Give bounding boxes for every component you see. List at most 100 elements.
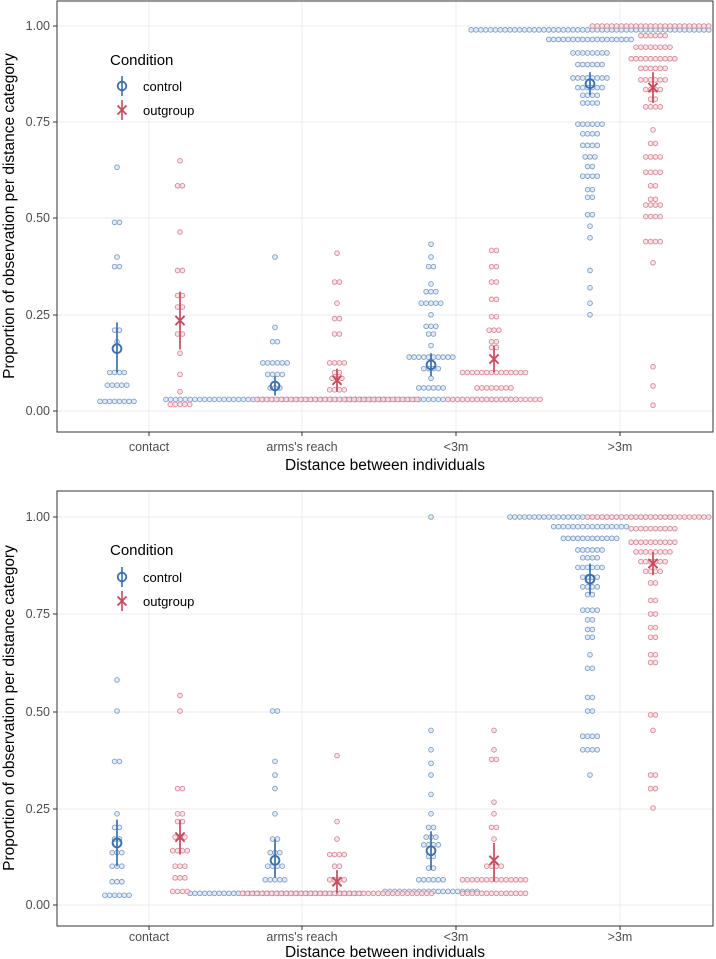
control-data-dot bbox=[589, 554, 596, 561]
summary-layer bbox=[111, 551, 659, 894]
control-data-dot bbox=[411, 354, 417, 360]
control-data-dot bbox=[111, 398, 118, 405]
control-data-dot bbox=[584, 211, 591, 218]
outgroup-data-dot bbox=[672, 525, 678, 532]
control-data-dot bbox=[579, 574, 586, 580]
outgroup-data-dot bbox=[356, 890, 362, 897]
outgroup-data-dot bbox=[647, 514, 654, 520]
control-data-dot bbox=[587, 772, 593, 778]
y-tick-label: 0.50 bbox=[26, 211, 50, 225]
x-ticks: contact arms's reach <3m >3m bbox=[129, 926, 632, 944]
control-data-dot bbox=[570, 36, 576, 43]
outgroup-data-dot bbox=[650, 127, 656, 133]
control-mean-marker-contact bbox=[111, 837, 123, 849]
control-data-dot bbox=[584, 142, 591, 149]
outgroup-data-dot bbox=[174, 267, 181, 274]
outgroup-data-dot bbox=[537, 396, 543, 403]
outgroup-data-dot bbox=[667, 44, 673, 50]
control-data-dot bbox=[216, 396, 223, 403]
control-data-dot bbox=[521, 514, 528, 520]
control-data-dot bbox=[565, 27, 571, 33]
control-data-dot bbox=[272, 254, 278, 260]
outgroup-data-dot bbox=[263, 396, 270, 403]
outgroup-data-dot bbox=[647, 772, 654, 778]
legend-label-control: control bbox=[143, 570, 182, 585]
control-data-dot bbox=[430, 263, 437, 270]
outgroup-mean-marker-lt3m bbox=[488, 855, 500, 866]
outgroup-data-dot bbox=[404, 890, 411, 897]
control-data-dot bbox=[579, 130, 586, 137]
outgroup-data-dot bbox=[469, 396, 475, 403]
control-data-dot bbox=[594, 84, 601, 91]
control-data-dot bbox=[584, 36, 591, 43]
outgroup-data-dot bbox=[283, 890, 289, 897]
control-data-dot bbox=[109, 849, 115, 856]
outgroup-data-dot bbox=[667, 23, 673, 29]
outgroup-data-dot bbox=[650, 402, 656, 409]
outgroup-data-dot bbox=[488, 824, 495, 831]
control-data-dot bbox=[433, 323, 439, 330]
outgroup-data-dot bbox=[647, 169, 654, 176]
y-tick-label: 1.00 bbox=[26, 19, 50, 33]
control-data-dot bbox=[221, 396, 227, 403]
control-mean-marker-arms-reach bbox=[269, 380, 281, 392]
x-axis-title: Distance between individuals bbox=[285, 457, 485, 474]
outgroup-data-dot bbox=[474, 385, 480, 391]
outgroup-data-dot bbox=[513, 876, 519, 883]
outgroup-data-dot bbox=[667, 525, 673, 532]
outgroup-data-dot bbox=[657, 568, 664, 575]
outgroup-data-dot bbox=[174, 811, 181, 817]
control-data-dot bbox=[428, 288, 434, 295]
control-data-dot bbox=[245, 396, 252, 403]
outgroup-data-dot bbox=[517, 876, 524, 883]
control-data-dot bbox=[584, 121, 591, 127]
control-data-dot bbox=[579, 50, 586, 56]
outgroup-data-dot bbox=[662, 549, 668, 555]
outgroup-data-dot bbox=[488, 338, 495, 345]
outgroup-data-dot bbox=[705, 23, 712, 29]
control-data-dot bbox=[111, 758, 118, 765]
control-data-dot bbox=[609, 523, 615, 530]
outgroup-data-dot bbox=[652, 182, 659, 189]
y-tick-label: 0.50 bbox=[26, 705, 50, 719]
outgroup-data-dot bbox=[414, 396, 420, 403]
control-data-dot bbox=[589, 708, 596, 714]
outgroup-data-dot bbox=[331, 396, 338, 403]
gridlines bbox=[57, 1, 713, 432]
outgroup-data-dot bbox=[474, 369, 480, 376]
outgroup-data-dot bbox=[172, 863, 178, 870]
control-data-dot bbox=[584, 746, 591, 753]
control-data-dot bbox=[584, 50, 591, 56]
y-ticks: 0.00 0.25 0.50 0.75 1.00 bbox=[26, 19, 57, 418]
outgroup-data-dot bbox=[701, 514, 707, 520]
outgroup-data-dot bbox=[642, 213, 649, 220]
outgroup-data-dot bbox=[667, 549, 673, 555]
control-data-dot bbox=[589, 121, 596, 127]
outgroup-data-dot bbox=[483, 863, 490, 870]
outgroup-data-dot bbox=[288, 890, 294, 897]
control-data-dot bbox=[531, 514, 538, 520]
outgroup-data-dot bbox=[464, 396, 471, 403]
control-data-dot bbox=[555, 36, 562, 43]
control-data-dot bbox=[114, 811, 120, 817]
outgroup-data-dot bbox=[647, 624, 654, 631]
control-data-dot bbox=[521, 27, 528, 33]
control-data-dot bbox=[116, 758, 123, 765]
outgroup-data-dot bbox=[370, 890, 377, 897]
outgroup-mean-marker-gt3m bbox=[647, 82, 659, 93]
outgroup-data-dot bbox=[647, 659, 654, 666]
outgroup-data-dot bbox=[331, 331, 338, 337]
control-data-dot bbox=[226, 396, 232, 403]
outgroup-data-dot bbox=[589, 514, 596, 520]
outgroup-data-dot bbox=[464, 876, 471, 883]
control-data-dot bbox=[599, 523, 605, 530]
control-data-dot bbox=[584, 554, 591, 561]
outgroup-data-dot bbox=[263, 890, 270, 897]
outgroup-data-dot bbox=[652, 202, 659, 208]
outgroup-data-dot bbox=[186, 401, 193, 408]
outgroup-data-dot bbox=[652, 154, 659, 160]
control-data-dot bbox=[433, 834, 439, 840]
control-data-dot bbox=[206, 890, 213, 897]
control-data-dot bbox=[114, 878, 120, 885]
control-data-dot bbox=[428, 323, 434, 330]
